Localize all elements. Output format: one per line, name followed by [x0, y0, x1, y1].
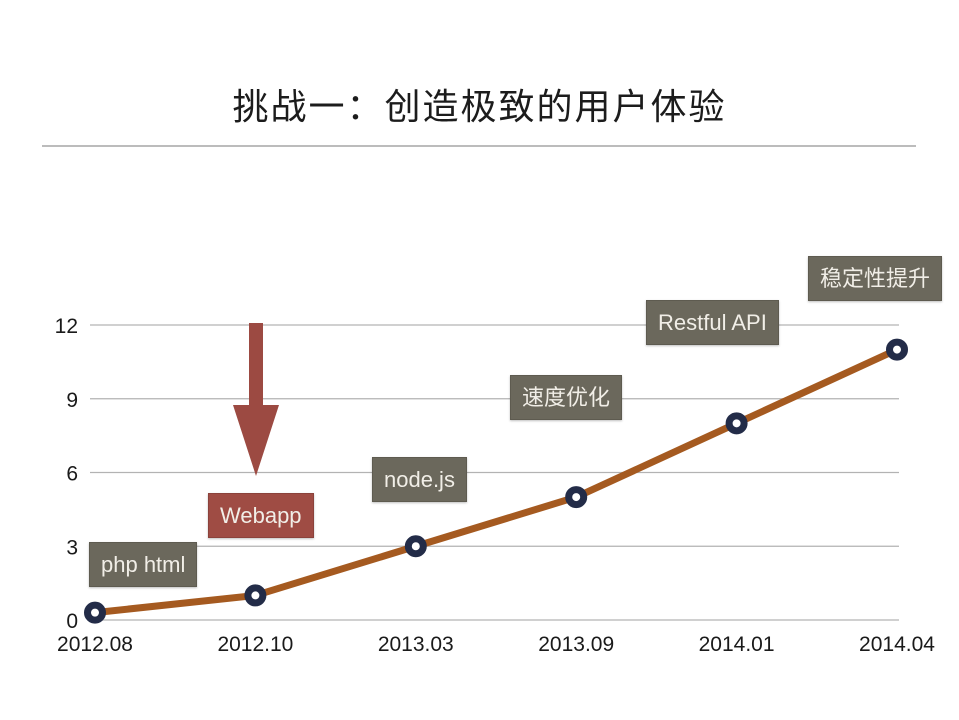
data-point-marker: [725, 412, 748, 435]
x-tick-label: 2012.10: [217, 633, 293, 656]
x-tick-label: 2014.04: [859, 633, 935, 656]
data-point-marker: [886, 338, 908, 361]
trend-line: [91, 346, 901, 617]
data-point-marker: [84, 601, 106, 624]
title-divider: [42, 145, 916, 147]
label-php-html: php html: [89, 542, 198, 587]
y-tick-label: 6: [66, 463, 78, 486]
y-tick-label: 0: [66, 610, 78, 633]
label-nodejs: node.js: [372, 457, 467, 502]
y-tick-label: 12: [55, 315, 78, 338]
page-title: 挑战一：创造极致的用户体验: [232, 86, 727, 127]
data-point-marker: [404, 535, 427, 558]
data-point-marker: [244, 584, 267, 607]
y-tick-label: 3: [66, 536, 78, 559]
x-tick-label: 2012.08: [57, 633, 133, 656]
x-tick-label: 2014.01: [699, 633, 775, 656]
data-point-marker: [565, 486, 588, 509]
y-tick-label: 9: [66, 389, 78, 412]
down-arrow-icon: [233, 323, 279, 476]
x-tick-label: 2013.09: [538, 633, 614, 656]
x-tick-label: 2013.03: [378, 633, 454, 656]
label-webapp: Webapp: [208, 493, 314, 538]
label-stability-improvement: 稳定性提升: [808, 256, 943, 301]
label-speed-optimization: 速度优化: [510, 375, 623, 420]
label-restful-api: Restful API: [646, 300, 779, 345]
